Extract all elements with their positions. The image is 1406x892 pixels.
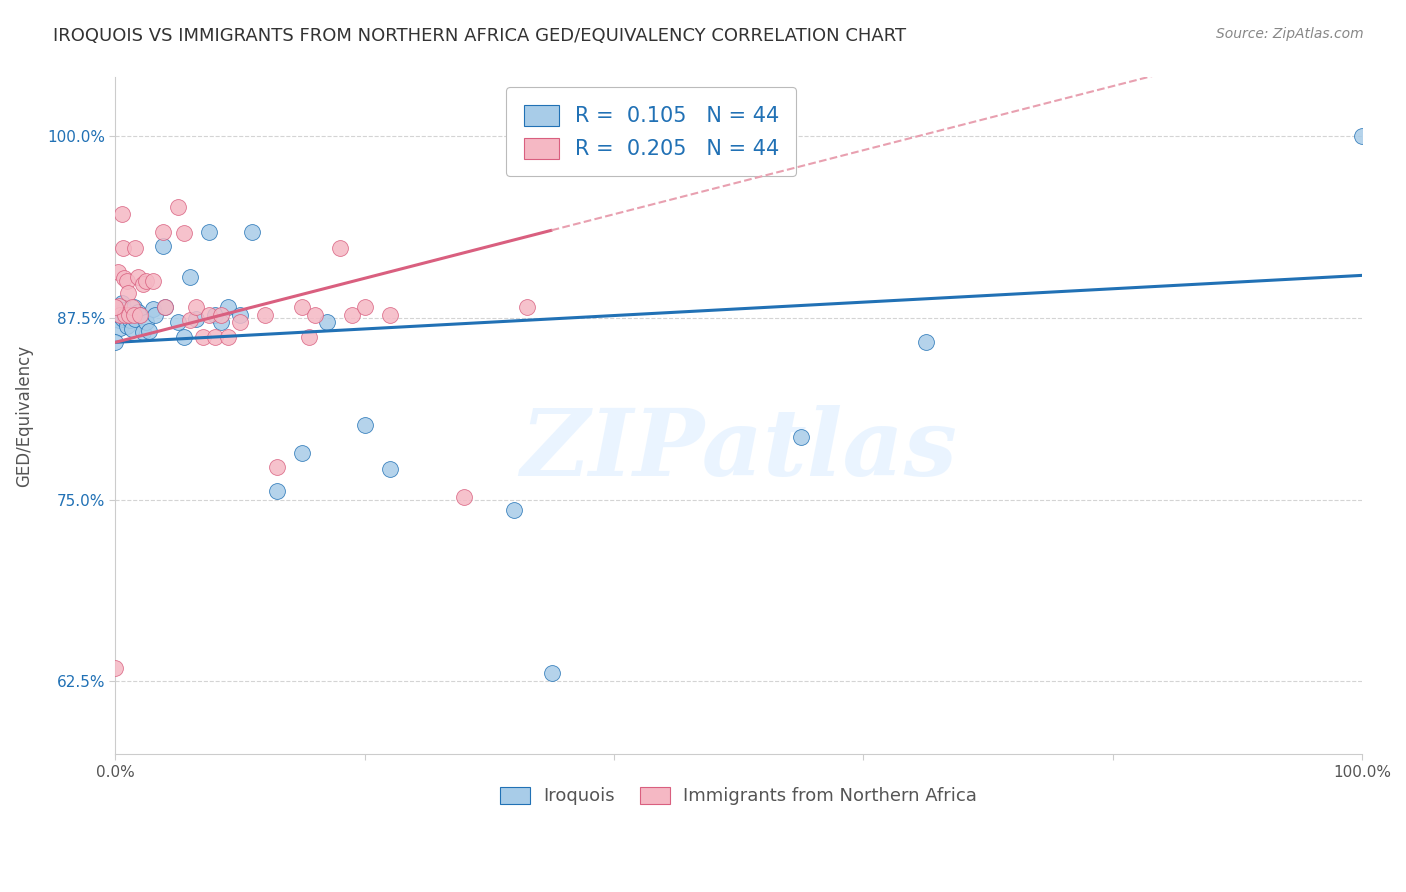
Point <box>304 308 326 322</box>
Point <box>110 296 132 310</box>
Point <box>253 308 276 322</box>
Point <box>135 274 157 288</box>
Point <box>143 308 166 322</box>
Point <box>142 301 165 316</box>
Point <box>142 274 165 288</box>
Point <box>173 226 195 240</box>
Point <box>129 308 152 322</box>
Point <box>229 315 252 329</box>
Point <box>124 312 146 326</box>
Point <box>179 269 201 284</box>
Point <box>198 225 221 239</box>
Point <box>127 269 149 284</box>
Point <box>124 241 146 255</box>
Point <box>118 308 141 322</box>
Point <box>914 335 936 350</box>
Point <box>104 301 127 315</box>
Point <box>110 308 132 322</box>
Text: IROQUOIS VS IMMIGRANTS FROM NORTHERN AFRICA GED/EQUIVALENCY CORRELATION CHART: IROQUOIS VS IMMIGRANTS FROM NORTHERN AFR… <box>53 27 907 45</box>
Point <box>121 322 143 336</box>
Point <box>186 301 208 315</box>
Point <box>209 308 232 322</box>
Point <box>329 241 352 255</box>
Point <box>127 305 149 319</box>
Point <box>166 200 188 214</box>
Point <box>110 320 132 334</box>
Point <box>104 661 127 675</box>
Point <box>111 312 134 326</box>
Point <box>503 502 526 516</box>
Point <box>117 308 139 322</box>
Point <box>108 299 131 313</box>
Point <box>242 225 264 239</box>
Point <box>353 301 375 315</box>
Point <box>132 325 155 339</box>
Legend: Iroquois, Immigrants from Northern Africa: Iroquois, Immigrants from Northern Afric… <box>492 779 986 814</box>
Y-axis label: GED/Equivalency: GED/Equivalency <box>15 345 32 487</box>
Point <box>166 315 188 329</box>
Point <box>132 277 155 292</box>
Point <box>229 308 252 322</box>
Point <box>204 308 226 322</box>
Point <box>516 301 538 315</box>
Point <box>453 490 475 504</box>
Point <box>291 446 314 460</box>
Point <box>122 301 145 315</box>
Text: ZIPatlas: ZIPatlas <box>520 405 957 495</box>
Point <box>1351 128 1374 143</box>
Point <box>104 335 127 350</box>
Point <box>138 324 160 338</box>
Point <box>112 271 135 285</box>
Point <box>153 301 176 315</box>
Point <box>316 315 339 329</box>
Point <box>191 329 214 343</box>
Point <box>121 301 143 315</box>
Point <box>115 319 138 334</box>
Point <box>110 306 132 320</box>
Point <box>179 313 201 327</box>
Point <box>108 313 131 327</box>
Point <box>217 301 239 315</box>
Point <box>353 418 375 433</box>
Point <box>340 308 363 322</box>
Point <box>114 308 136 322</box>
Point <box>291 301 314 315</box>
Point <box>217 329 239 343</box>
Point <box>198 308 221 322</box>
Point <box>204 329 226 343</box>
Point <box>122 308 145 322</box>
Point <box>135 315 157 329</box>
Point <box>110 207 132 221</box>
Point <box>378 308 401 322</box>
Point <box>111 241 134 255</box>
Point <box>266 460 288 475</box>
Point <box>115 274 138 288</box>
Point <box>120 313 142 327</box>
Text: Source: ZipAtlas.com: Source: ZipAtlas.com <box>1216 27 1364 41</box>
Point <box>297 329 319 343</box>
Point <box>129 308 152 322</box>
Point <box>209 315 232 329</box>
Point <box>186 312 208 326</box>
Point <box>152 239 174 253</box>
Point <box>378 462 401 476</box>
Point <box>112 303 135 318</box>
Point <box>152 225 174 239</box>
Point <box>117 285 139 300</box>
Point <box>266 483 288 498</box>
Point <box>603 128 626 143</box>
Point <box>790 430 813 444</box>
Point <box>107 265 129 279</box>
Point <box>173 329 195 343</box>
Point <box>107 306 129 320</box>
Point <box>114 310 136 325</box>
Point <box>540 665 562 680</box>
Point <box>153 301 176 315</box>
